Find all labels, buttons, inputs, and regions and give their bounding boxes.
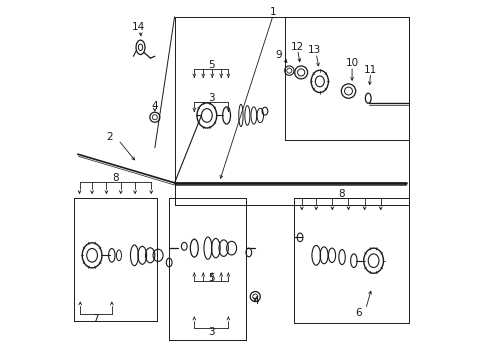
Text: 5: 5 <box>208 60 214 70</box>
Text: 8: 8 <box>337 189 344 199</box>
Text: 9: 9 <box>275 50 281 60</box>
Text: 3: 3 <box>208 93 214 103</box>
Text: 12: 12 <box>290 42 304 51</box>
Text: 14: 14 <box>132 22 145 32</box>
Text: 4: 4 <box>251 296 258 306</box>
Text: 4: 4 <box>151 102 158 112</box>
Text: 2: 2 <box>106 132 113 142</box>
Text: 13: 13 <box>307 45 321 55</box>
Text: 8: 8 <box>112 173 119 183</box>
Text: 6: 6 <box>354 309 361 318</box>
Text: 3: 3 <box>208 327 214 337</box>
Text: 10: 10 <box>345 58 358 68</box>
Text: 5: 5 <box>208 273 214 283</box>
Text: 7: 7 <box>92 314 99 324</box>
Text: 11: 11 <box>364 64 377 75</box>
Text: 1: 1 <box>269 7 276 17</box>
